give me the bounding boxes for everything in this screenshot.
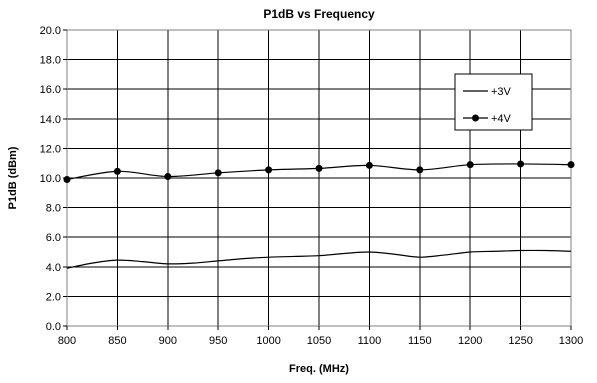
x-axis-title: Freq. (MHz) bbox=[289, 363, 349, 375]
data-point-4v bbox=[567, 161, 575, 169]
legend-marker-4v bbox=[472, 114, 479, 122]
y-tick-label: 12.0 bbox=[40, 143, 61, 155]
data-point-4v bbox=[265, 166, 273, 174]
y-tick-label: 10.0 bbox=[40, 173, 61, 185]
y-tick-label: 16.0 bbox=[40, 84, 61, 96]
y-tick-label: 0.0 bbox=[46, 321, 61, 333]
data-point-4v bbox=[63, 175, 71, 183]
data-point-4v bbox=[113, 167, 121, 175]
legend-label-3v: +3V bbox=[491, 86, 512, 98]
x-tick-label: 1100 bbox=[358, 335, 382, 347]
x-tick-label: 900 bbox=[159, 335, 177, 347]
x-tick-label: 1200 bbox=[458, 335, 482, 347]
x-tick-label: 1150 bbox=[408, 335, 432, 347]
x-tick-label: 800 bbox=[58, 335, 76, 347]
y-tick-label: 4.0 bbox=[46, 262, 61, 274]
x-tick-label: 950 bbox=[209, 335, 227, 347]
chart-title: P1dB vs Frequency bbox=[263, 7, 375, 21]
y-tick-label: 2.0 bbox=[46, 291, 61, 303]
data-point-4v bbox=[365, 161, 373, 169]
y-tick-label: 20.0 bbox=[40, 25, 61, 37]
x-tick-label: 1250 bbox=[508, 335, 532, 347]
data-point-4v bbox=[315, 164, 323, 172]
x-tick-label: 1000 bbox=[256, 335, 280, 347]
x-tick-label: 1300 bbox=[559, 335, 583, 347]
series-layer bbox=[63, 160, 575, 269]
series-line-3v bbox=[66, 249, 572, 269]
data-point-4v bbox=[164, 173, 172, 181]
y-tick-label: 18.0 bbox=[40, 55, 61, 67]
legend-label-4v: +4V bbox=[491, 113, 512, 125]
grid-lines bbox=[67, 30, 571, 326]
x-tick-label: 1050 bbox=[307, 335, 331, 347]
data-point-4v bbox=[214, 169, 222, 177]
data-point-4v bbox=[466, 161, 474, 169]
y-axis-title: P1dB (dBm) bbox=[7, 146, 19, 209]
data-point-4v bbox=[517, 160, 525, 168]
y-tick-label: 8.0 bbox=[46, 203, 61, 215]
legend: +3V +4V bbox=[454, 73, 533, 131]
data-point-4v bbox=[416, 166, 424, 174]
x-tick-label: 850 bbox=[108, 335, 126, 347]
y-tick-label: 6.0 bbox=[46, 232, 61, 244]
legend-box bbox=[454, 73, 533, 131]
axis-ticks: 0.0 2.0 4.0 6.0 8.0 10.0 12.0 14.0 16.0 18.0 20.0 8… bbox=[40, 25, 584, 347]
y-tick-label: 14.0 bbox=[40, 114, 61, 126]
